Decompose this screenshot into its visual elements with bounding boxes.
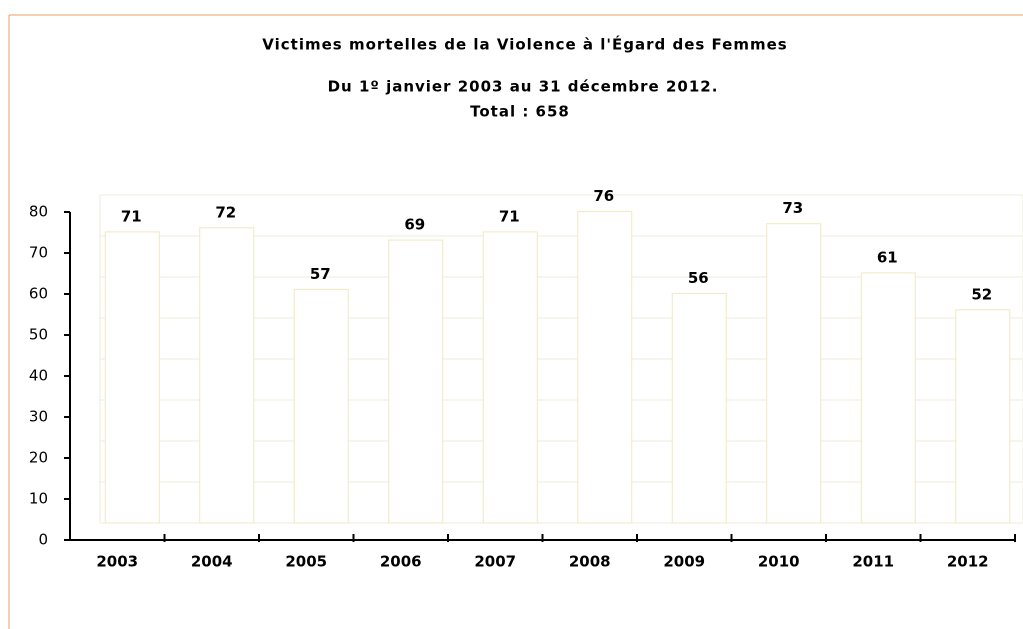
y-tick-label: 40 — [29, 367, 48, 385]
y-tick-label: 20 — [29, 449, 48, 467]
data-label: 56 — [688, 269, 709, 287]
bar — [482, 231, 538, 524]
data-label: 76 — [593, 187, 614, 205]
y-tick-label: 50 — [29, 326, 48, 344]
total-annotation: Total : 658 — [470, 103, 570, 121]
data-label: 61 — [877, 248, 898, 266]
x-tick-label: 2012 — [947, 553, 989, 571]
bar — [860, 272, 916, 524]
x-tick-label: 2009 — [663, 553, 705, 571]
x-tick-label: 2004 — [191, 553, 233, 571]
y-tick-label: 60 — [29, 285, 48, 303]
y-tick-label: 0 — [38, 531, 48, 549]
x-tick-label: 2005 — [285, 553, 327, 571]
data-label: 57 — [310, 265, 331, 283]
bar — [955, 309, 1011, 524]
bar — [293, 288, 349, 524]
y-tick-label: 70 — [29, 244, 48, 262]
chart-title: Victimes mortelles de la Violence à l'Ég… — [262, 35, 787, 54]
bar — [766, 223, 822, 524]
data-label: 69 — [404, 216, 425, 234]
x-tick-label: 2006 — [380, 553, 422, 571]
data-label: 71 — [499, 207, 520, 225]
data-label: 72 — [215, 203, 236, 221]
chart-subtitle: Du 1º janvier 2003 au 31 décembre 2012. — [328, 78, 719, 96]
x-tick-label: 2010 — [758, 553, 800, 571]
x-tick-label: 2008 — [569, 553, 611, 571]
data-label: 73 — [782, 199, 803, 217]
y-tick-label: 10 — [29, 490, 48, 508]
bar — [671, 292, 727, 524]
bar — [388, 239, 444, 524]
y-tick-label: 30 — [29, 408, 48, 426]
data-label: 52 — [971, 285, 992, 303]
x-tick-label: 2007 — [474, 553, 516, 571]
bar — [199, 227, 255, 524]
x-tick-label: 2011 — [852, 553, 894, 571]
x-tick-label: 2003 — [96, 553, 138, 571]
y-tick-label: 80 — [29, 203, 48, 221]
data-label: 71 — [121, 207, 142, 225]
bar — [104, 231, 160, 524]
bar — [577, 210, 633, 524]
